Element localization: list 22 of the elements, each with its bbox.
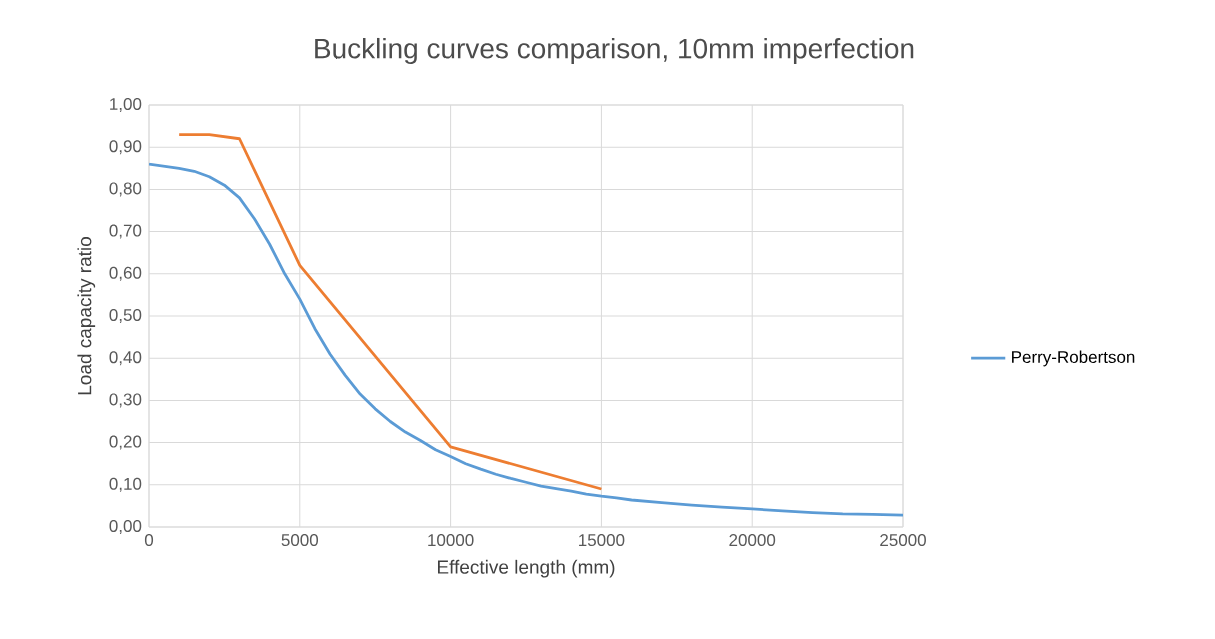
y-tick-label: 0,60	[109, 266, 142, 281]
x-tick-label: 0	[144, 534, 154, 547]
chart-title: Buckling curves comparison, 10mm imperfection	[315, 37, 914, 65]
x-tick-label: 10000	[428, 534, 474, 547]
line-series	[177, 133, 603, 491]
y-tick-label: 0,00	[109, 519, 142, 535]
y-tick-label: 0,20	[109, 435, 142, 450]
legend-label: Perry-Robertson	[1012, 350, 1135, 367]
x-tick-label: 20000	[729, 534, 776, 547]
y-tick-label: 0,40	[109, 351, 142, 366]
x-axis-title: Effective length (mm)	[438, 559, 615, 578]
y-tick-label: 0,30	[109, 393, 142, 408]
x-tick-label: 15000	[579, 534, 625, 547]
y-tick-label: 0,50	[109, 308, 142, 324]
y-axis-title: Load capacity ratio	[77, 237, 96, 395]
y-tick-label: 0,80	[109, 182, 142, 197]
y-tick-label: 0,90	[109, 140, 142, 155]
y-tick-label: 0,70	[109, 224, 142, 239]
y-tick-label: 1,00	[110, 97, 142, 113]
x-tick-label: 5000	[281, 534, 319, 547]
x-tick-label: 25000	[880, 534, 926, 547]
y-tick-label: 0,10	[109, 477, 142, 492]
